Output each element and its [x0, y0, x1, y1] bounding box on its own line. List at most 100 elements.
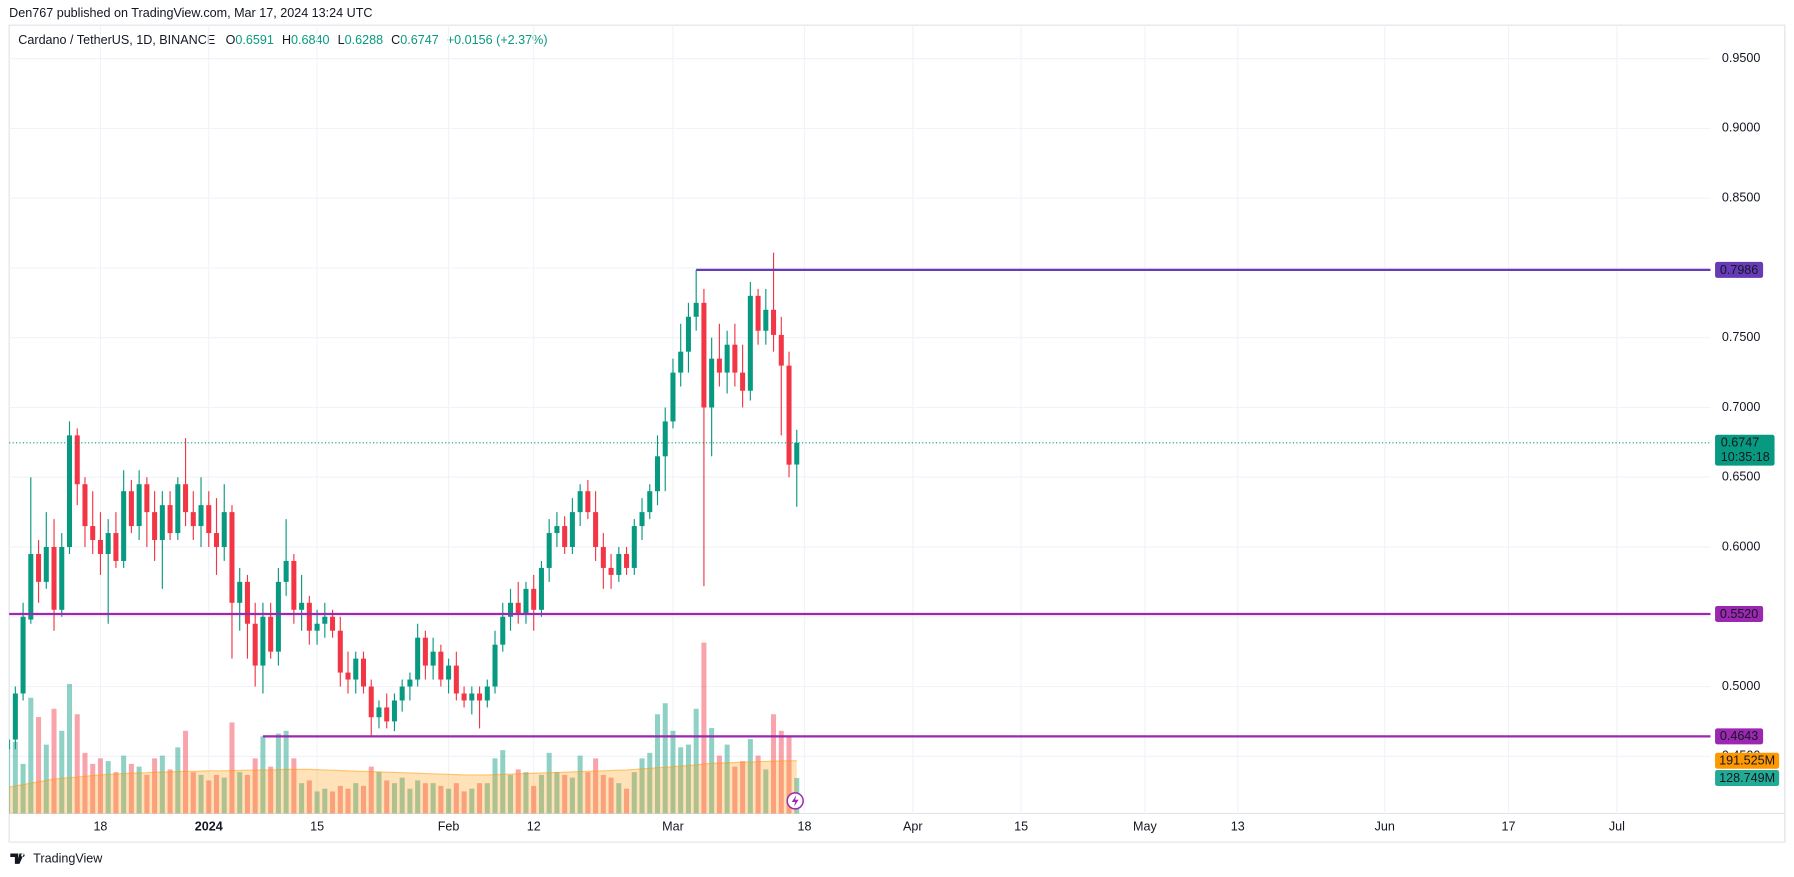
y-tick-label: 0.7000 [1722, 400, 1760, 414]
volume-bar [376, 772, 382, 814]
volume-bar [175, 747, 181, 814]
candle-body [213, 533, 220, 547]
candle-body [275, 581, 281, 652]
candle-body [608, 567, 614, 575]
candle-body [531, 588, 537, 610]
volume-bar [763, 769, 769, 814]
volume-bar [577, 755, 583, 814]
volume-bar [20, 763, 26, 814]
volume-bar [624, 788, 630, 814]
volume-bar [43, 744, 49, 814]
volume-bar [585, 772, 591, 814]
candle-body [446, 665, 452, 680]
legend-key: H [282, 34, 291, 48]
legend-value: 0.6747 [400, 34, 438, 48]
countdown-label: 10:35:18 [1721, 450, 1770, 464]
volume-bar [430, 783, 436, 814]
candle-body [121, 491, 127, 561]
volume-bar [206, 780, 212, 814]
candle-body [616, 553, 622, 575]
volume-bar [461, 791, 467, 814]
volume-bar [121, 755, 127, 814]
candle-body [28, 553, 34, 620]
candle-body [407, 679, 413, 687]
candle-body [20, 616, 26, 694]
candle-body [507, 602, 514, 617]
volume-bar [647, 752, 653, 814]
volume-bar [12, 741, 18, 814]
x-tick-label: May [1133, 820, 1157, 834]
volume-bar [538, 774, 544, 814]
legend-value: 0.6840 [291, 34, 329, 48]
candle-body [438, 651, 444, 680]
y-tick-label: 0.5000 [1722, 679, 1760, 693]
volume-bar [755, 755, 761, 814]
legend-value: 0.6288 [345, 34, 383, 48]
candle-body [724, 344, 730, 373]
replay-icon [786, 792, 804, 810]
candle-body [554, 526, 560, 534]
candle-body [128, 491, 134, 527]
published-note: Den767 published on TradingView.com, Mar… [9, 6, 372, 20]
candle-body [562, 526, 568, 547]
candle-body [647, 491, 653, 513]
x-tick-label: 15 [1014, 820, 1028, 834]
candle-body [662, 421, 668, 457]
volume-bar [90, 763, 96, 814]
candle-body [670, 372, 676, 422]
candle-body [74, 435, 80, 485]
volume-bar [608, 777, 614, 814]
volume-bar [477, 783, 483, 814]
candle-body [778, 334, 784, 366]
candle-body [322, 616, 328, 624]
x-tick-label: 13 [1231, 820, 1245, 834]
candle-body [90, 526, 96, 541]
volume-label: 128.749M [1719, 771, 1775, 785]
volume-bar [569, 777, 575, 814]
level-label-box [1715, 605, 1764, 622]
volume-ma-line [9, 760, 797, 788]
volume-ma-label-box [1715, 752, 1780, 769]
candle-body [755, 295, 761, 331]
candle-body [159, 505, 165, 541]
volume-bar [306, 780, 312, 814]
volume-bar [678, 747, 684, 814]
candle-body [43, 546, 49, 582]
volume-bar [507, 774, 514, 814]
volume-bar [771, 714, 777, 814]
candle-body [59, 546, 65, 610]
volume-bar [198, 774, 204, 814]
volume-bar [546, 752, 552, 814]
candle-body [422, 637, 428, 666]
candle-body [368, 686, 374, 718]
volume-bar [631, 772, 637, 814]
volume-bar [9, 747, 11, 814]
candle-body [183, 484, 189, 513]
candle-body [430, 651, 436, 666]
y-tick-label: 0.9500 [1722, 51, 1760, 65]
last-price-box [1715, 434, 1775, 466]
volume-bar [399, 777, 405, 814]
volume-bar [283, 730, 289, 814]
volume-bar [740, 761, 746, 814]
candle-body [747, 295, 753, 391]
chart-frame [8, 24, 1786, 843]
candle-body [515, 602, 521, 614]
volume-bar [159, 755, 165, 814]
volume-bar [446, 788, 452, 814]
volume-bar [701, 642, 707, 814]
volume-ma-label: 191.525M [1719, 754, 1775, 768]
candle-body [376, 707, 382, 718]
axes: 18202415Feb12Mar18Apr15May13Jun17Jul0.45… [93, 51, 1760, 834]
candle-body [206, 505, 212, 534]
y-tick-label: 0.9000 [1722, 121, 1760, 135]
candle-body [716, 358, 722, 373]
candle-body [330, 616, 336, 631]
legend-key: O [226, 34, 236, 48]
candle-body [391, 700, 397, 722]
volume-bar [330, 791, 336, 814]
volume-bar [438, 785, 444, 814]
volume-bar [384, 780, 390, 814]
